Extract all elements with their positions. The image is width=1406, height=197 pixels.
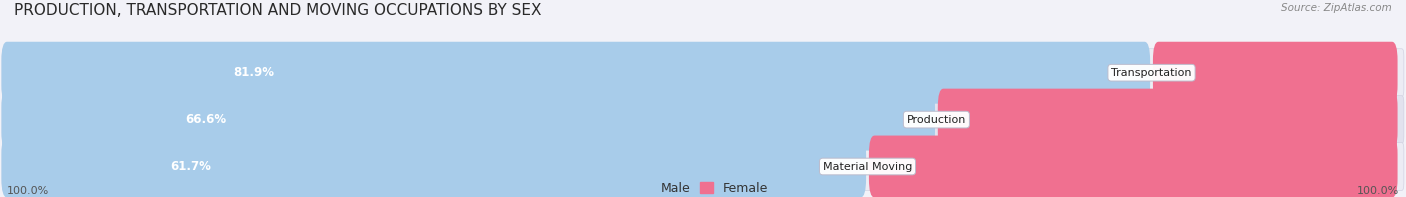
FancyBboxPatch shape — [869, 136, 1398, 197]
FancyBboxPatch shape — [1153, 42, 1398, 104]
FancyBboxPatch shape — [3, 96, 1403, 144]
Text: 100.0%: 100.0% — [1357, 186, 1399, 196]
FancyBboxPatch shape — [3, 143, 1403, 190]
FancyBboxPatch shape — [3, 49, 1403, 97]
FancyBboxPatch shape — [1, 42, 1150, 104]
FancyBboxPatch shape — [938, 89, 1398, 151]
Text: PRODUCTION, TRANSPORTATION AND MOVING OCCUPATIONS BY SEX: PRODUCTION, TRANSPORTATION AND MOVING OC… — [14, 3, 541, 18]
FancyBboxPatch shape — [1, 89, 935, 151]
Text: Transportation: Transportation — [1111, 68, 1192, 78]
Text: 61.7%: 61.7% — [170, 160, 211, 173]
Text: 66.6%: 66.6% — [186, 113, 226, 126]
Text: 81.9%: 81.9% — [233, 66, 274, 79]
Legend: Male, Female: Male, Female — [638, 182, 768, 195]
Text: Production: Production — [907, 115, 966, 125]
Text: Source: ZipAtlas.com: Source: ZipAtlas.com — [1281, 3, 1392, 13]
Text: 100.0%: 100.0% — [7, 186, 49, 196]
FancyBboxPatch shape — [1, 136, 866, 197]
Text: Material Moving: Material Moving — [823, 162, 912, 172]
